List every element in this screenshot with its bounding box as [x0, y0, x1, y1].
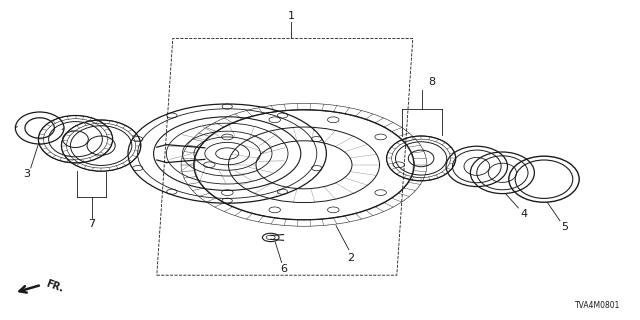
- Text: FR.: FR.: [45, 278, 65, 293]
- Text: 1: 1: [288, 11, 294, 21]
- Text: 7: 7: [88, 219, 95, 229]
- Text: 5: 5: [561, 222, 568, 232]
- Text: 8: 8: [428, 76, 436, 87]
- Text: 6: 6: [281, 264, 287, 274]
- Text: 3: 3: [24, 169, 30, 180]
- Text: 2: 2: [347, 252, 355, 263]
- Text: 4: 4: [520, 209, 527, 220]
- Text: TVA4M0801: TVA4M0801: [575, 301, 621, 310]
